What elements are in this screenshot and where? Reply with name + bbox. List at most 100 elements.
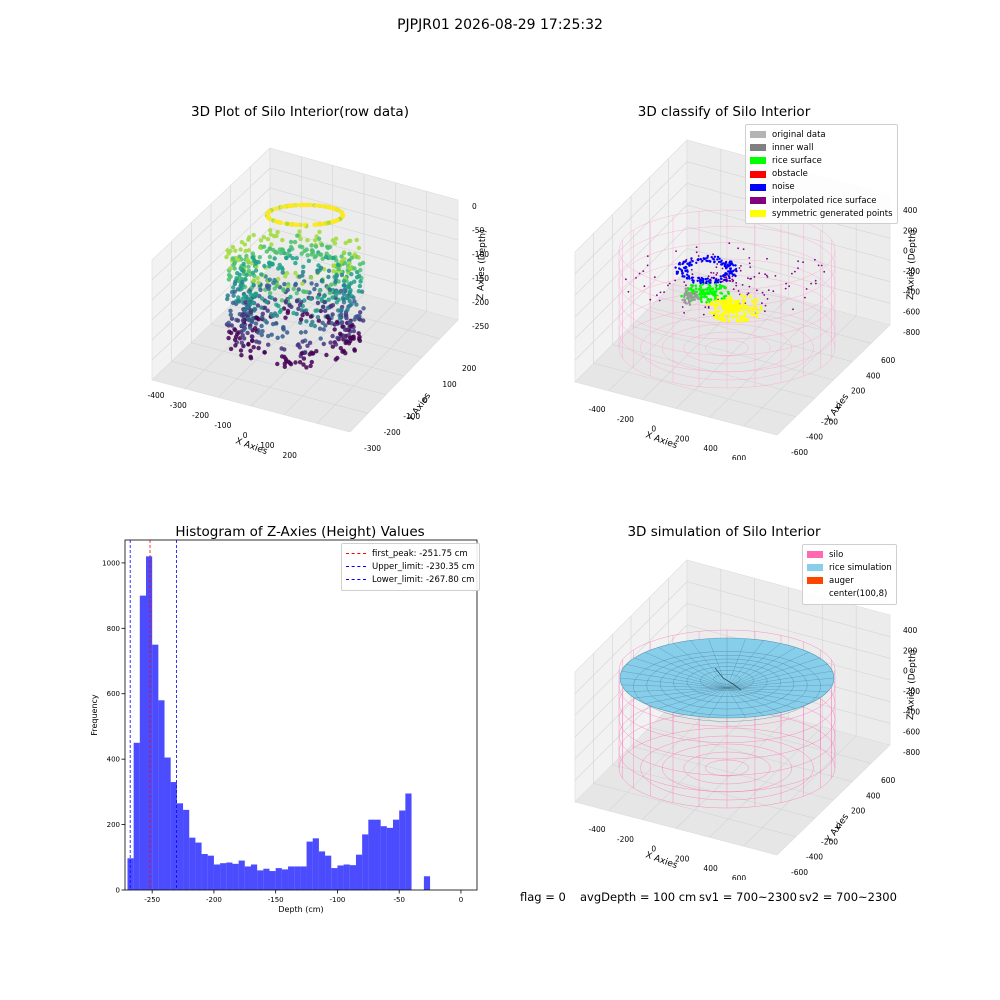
classify-point <box>667 284 669 287</box>
classify-point <box>721 280 724 283</box>
raw-point <box>245 330 250 336</box>
raw-point <box>354 302 359 307</box>
raw-x-tick-label: -200 <box>192 411 209 420</box>
classify-point <box>728 307 732 310</box>
classify-point <box>714 309 718 313</box>
classify-legend-swatch <box>750 170 766 178</box>
classify-legend-swatch <box>750 210 766 218</box>
raw-point <box>280 270 285 275</box>
raw-point <box>321 327 326 332</box>
raw-point <box>277 262 282 268</box>
histogram-legend: first_peak: -251.75 cm Upper_limit: -230.… <box>341 543 480 591</box>
classify-point <box>714 304 718 308</box>
raw-point <box>343 240 348 246</box>
raw-point <box>253 261 258 266</box>
classify-point <box>804 296 806 299</box>
classify-point <box>725 279 728 282</box>
raw-point <box>276 219 281 225</box>
raw-point <box>341 278 347 284</box>
raw-point <box>315 300 321 306</box>
classify-point <box>747 277 749 279</box>
raw-point <box>262 263 267 269</box>
status-avg-depth: avgDepth = 100 cm <box>580 890 697 904</box>
raw-point <box>238 247 243 252</box>
raw-point <box>342 260 348 266</box>
classify-point <box>727 275 731 278</box>
histogram-bar <box>362 834 369 890</box>
raw-point <box>328 340 333 345</box>
raw-point <box>330 295 335 300</box>
sim-legend-label: silo <box>829 549 844 560</box>
raw-point <box>352 299 357 304</box>
raw-point <box>312 222 317 227</box>
classify-point <box>685 284 687 287</box>
classify-legend-swatch <box>750 144 766 152</box>
classify-point <box>690 263 693 267</box>
histogram-bar <box>281 869 289 890</box>
raw-point <box>316 318 321 323</box>
sim-z-tick-label: -200 <box>903 687 920 696</box>
classify-point <box>743 300 747 303</box>
classify-point <box>704 277 708 281</box>
raw-y-tick-label: 100 <box>442 380 457 389</box>
classify-point <box>756 289 758 292</box>
status-sv1: sv1 = 700~2300 <box>699 890 797 904</box>
sim-mesh-line <box>634 687 728 699</box>
raw-point <box>241 261 246 267</box>
raw-point <box>280 237 285 243</box>
raw-point <box>229 316 235 321</box>
raw-point <box>256 330 261 335</box>
raw-point <box>288 239 294 245</box>
sim-x-tick-label: -200 <box>617 835 634 844</box>
raw-point <box>271 247 276 253</box>
raw-point <box>331 255 336 261</box>
classify-point <box>684 300 687 303</box>
histogram-bar <box>263 868 270 890</box>
classify-point <box>797 267 799 269</box>
classify-point <box>735 301 739 304</box>
sim-z-tick-label: 0 <box>903 667 908 676</box>
raw-point <box>339 312 344 317</box>
classify-point <box>784 287 787 290</box>
sim-mesh-line <box>626 687 728 692</box>
raw-point <box>302 248 307 254</box>
raw-point <box>266 333 271 339</box>
classify-point <box>749 307 753 310</box>
raw-point <box>232 337 238 342</box>
raw-point <box>268 232 273 237</box>
classify-point <box>683 281 686 283</box>
histogram-legend-line <box>346 553 366 555</box>
raw-point <box>293 283 298 288</box>
classify-cylinder-ring <box>618 275 836 356</box>
classify-point <box>720 259 723 262</box>
raw-grid-line <box>151 187 459 301</box>
raw-point <box>306 258 312 264</box>
classify-point <box>706 287 710 290</box>
classify-point <box>739 315 742 318</box>
classify-point <box>700 300 703 303</box>
classify-point <box>686 277 689 280</box>
raw-point <box>320 221 325 227</box>
classify-point <box>683 298 687 301</box>
sim-mesh-line <box>726 687 764 716</box>
raw-point <box>317 203 322 208</box>
raw-point <box>246 248 252 253</box>
classify-point <box>682 266 686 269</box>
raw-point <box>288 244 294 250</box>
classify-point <box>735 282 738 284</box>
classify-point <box>740 293 743 297</box>
raw-y-tick-label: 0 <box>423 396 428 405</box>
classify-point <box>764 304 767 307</box>
raw-point <box>318 265 324 271</box>
classify-cylinder-ring <box>618 258 836 340</box>
classify-point <box>715 273 718 276</box>
raw-point <box>255 275 260 281</box>
raw-point <box>269 242 274 247</box>
histogram-bar <box>176 803 184 890</box>
classify-point <box>721 267 724 270</box>
raw-point <box>248 308 254 313</box>
classify-legend-item: interpolated rice surface <box>750 194 893 207</box>
classify-point <box>734 305 738 308</box>
raw-point <box>267 209 272 214</box>
classify-point <box>723 299 727 302</box>
